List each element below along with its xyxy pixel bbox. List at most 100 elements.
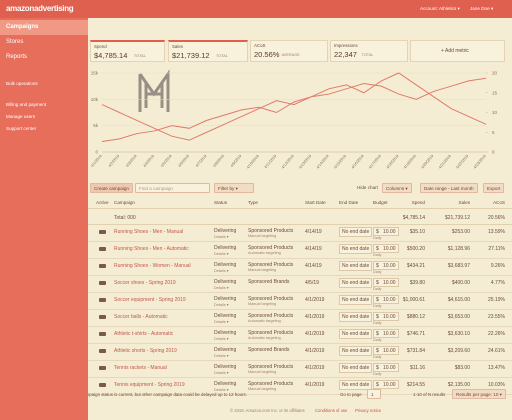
date-range[interactable]: Date range - Last month	[420, 183, 478, 193]
active-toggle[interactable]	[99, 230, 106, 234]
budget-box[interactable]: $10.00	[373, 261, 399, 270]
columns-button[interactable]: Columns ▾	[382, 183, 412, 193]
status: Delivering	[214, 313, 237, 319]
end-date[interactable]: No end date	[339, 261, 373, 271]
metric-card[interactable]: Spend $4,785.14 TOTAL	[90, 40, 165, 62]
page-input[interactable]: 1	[367, 389, 381, 399]
active-toggle[interactable]	[99, 383, 106, 387]
budget-box[interactable]: $10.00	[373, 244, 399, 253]
acos: 4.77%	[490, 280, 505, 286]
details-link[interactable]: Details ▾	[214, 252, 229, 256]
active-toggle[interactable]	[99, 247, 106, 251]
column-header[interactable]: Start Date	[305, 200, 326, 205]
budget-box[interactable]: $10.00	[373, 312, 399, 321]
end-date[interactable]: No end date	[339, 380, 373, 390]
campaign-name[interactable]: Soccer balls - Automatic	[114, 314, 168, 320]
budget-box[interactable]: $10.00	[373, 363, 399, 372]
budget-box[interactable]: $10.00	[373, 346, 399, 355]
campaign-name[interactable]: Tennis rackets - Manual	[114, 365, 167, 371]
campaign-name[interactable]: Running Shoes - Men - Automatic	[114, 246, 189, 252]
campaign-name[interactable]: Tennis equipment - Spring 2019	[114, 382, 185, 388]
active-toggle[interactable]	[99, 349, 106, 353]
end-date[interactable]: No end date	[339, 329, 373, 339]
campaign-name[interactable]: Athletic t-shirts - Automatic	[114, 331, 174, 337]
nav-link[interactable]: Bulk operations	[6, 81, 38, 86]
active-toggle[interactable]	[99, 315, 106, 319]
end-date[interactable]: No end date	[339, 312, 373, 322]
column-header[interactable]: Campaign	[114, 200, 135, 205]
search-box[interactable]: Find a campaign	[135, 183, 210, 193]
campaign-name[interactable]: Soccer shoes - Spring 2019	[114, 280, 176, 286]
details-link[interactable]: Details ▾	[214, 354, 229, 358]
active-toggle[interactable]	[99, 332, 106, 336]
privacy-link[interactable]: Privacy notice	[355, 408, 382, 413]
end-date[interactable]: No end date	[339, 295, 373, 305]
active-toggle[interactable]	[99, 366, 106, 370]
filter-button[interactable]: Filter by ▾	[214, 183, 254, 193]
budget-currency: $	[376, 297, 379, 303]
end-date[interactable]: No end date	[339, 346, 373, 356]
details-link[interactable]: Details ▾	[214, 235, 229, 239]
conditions-link[interactable]: Conditions of use	[315, 408, 348, 413]
active-toggle[interactable]	[99, 298, 106, 302]
logo[interactable]: amazonadvertising	[6, 4, 74, 13]
create-button[interactable]: Create campaign	[90, 183, 133, 193]
add-metric[interactable]: + Add metric	[410, 40, 505, 62]
budget-box[interactable]: $10.00	[373, 227, 399, 236]
nav-item[interactable]: Campaigns	[0, 20, 88, 35]
start-date: 4/1/2019	[305, 365, 325, 371]
spend: $214.55	[406, 382, 425, 388]
details-link[interactable]: Details ▾	[214, 303, 229, 307]
details-link[interactable]: Details ▾	[214, 286, 229, 290]
campaign-name[interactable]: Athletic shorts - Spring 2019	[114, 348, 177, 354]
nav-link[interactable]: Support center	[6, 126, 37, 131]
per-page[interactable]: Results per page: 10 ▾	[452, 389, 506, 399]
export-button[interactable]: Export	[483, 183, 505, 193]
metric-card[interactable]: ACoS 20.56% AVERAGE	[250, 40, 328, 62]
active-toggle[interactable]	[99, 264, 106, 268]
nav-link[interactable]: Billing and payment	[6, 102, 47, 107]
column-header[interactable]: End Date	[339, 200, 359, 205]
budget-box[interactable]: $10.00	[373, 329, 399, 338]
details-link[interactable]: Details ▾	[214, 388, 229, 392]
campaign-name[interactable]: Running Shoes - Women - Manual	[114, 263, 191, 269]
column-header[interactable]: Budget	[373, 200, 388, 205]
add-metric-label[interactable]: + Add metric	[441, 48, 469, 54]
column-header[interactable]: Status	[214, 200, 228, 205]
column-header[interactable]: Type	[248, 200, 258, 205]
user-menu[interactable]: Jane Doe ▾	[470, 6, 494, 11]
type: Sponsored Products	[248, 228, 294, 234]
campaign-name[interactable]: Running Shoes - Men - Manual	[114, 229, 184, 235]
table-row	[88, 327, 512, 344]
end-date[interactable]: No end date	[339, 363, 373, 373]
budget-box[interactable]: $10.00	[373, 295, 399, 304]
metric-card[interactable]: Impressions 22,347 TOTAL	[330, 40, 408, 62]
details-link[interactable]: Details ▾	[214, 371, 229, 375]
nav-item[interactable]: Reports	[6, 54, 28, 60]
table-row	[88, 344, 512, 361]
details-link[interactable]: Details ▾	[214, 337, 229, 341]
metric-card[interactable]: Sales $21,739.12 TOTAL	[168, 40, 248, 62]
account-menu[interactable]: Account: Athletics ▾	[420, 6, 460, 11]
end-date[interactable]: No end date	[339, 278, 373, 288]
table-row	[88, 378, 512, 395]
end-date[interactable]: No end date	[339, 244, 373, 254]
budget-currency: $	[376, 314, 379, 320]
column-header[interactable]: ACoS	[492, 200, 505, 205]
end-date[interactable]: No end date	[339, 227, 373, 237]
campaign-name[interactable]: Soccer equipment - Spring 2019	[114, 297, 186, 303]
active-toggle[interactable]	[99, 281, 106, 285]
hide-chart[interactable]: Hide chart	[357, 185, 378, 190]
column-header[interactable]: Active	[96, 200, 109, 205]
nav-item[interactable]: Stores	[6, 39, 24, 45]
details-link[interactable]: Details ▾	[214, 320, 229, 324]
x-tick-label: 4/2/2019	[108, 154, 121, 168]
details-link[interactable]: Details ▾	[214, 269, 229, 273]
column-header[interactable]: Spend	[411, 200, 425, 205]
column-header[interactable]: Sales	[458, 200, 471, 205]
sales: $400.00	[451, 280, 470, 286]
budget-box[interactable]: $10.00	[373, 380, 399, 389]
nav-link[interactable]: Manage users	[6, 114, 36, 119]
budget-box[interactable]: $10.00	[373, 278, 399, 287]
table-row	[88, 361, 512, 378]
